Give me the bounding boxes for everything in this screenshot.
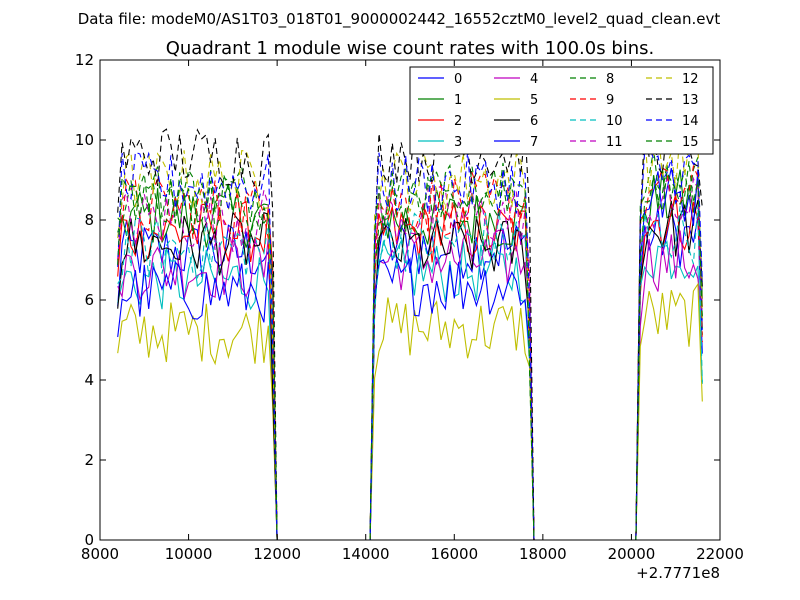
legend-label-14: 14: [682, 114, 699, 129]
y-tick-label: 0: [84, 531, 94, 549]
chart-title: Quadrant 1 module wise count rates with …: [166, 38, 655, 59]
x-tick-label: 16000: [430, 545, 478, 563]
x-tick-label: 20000: [608, 545, 656, 563]
legend-label-13: 13: [682, 93, 699, 108]
legend-label-10: 10: [606, 114, 623, 129]
x-tick-label: 8000: [81, 545, 119, 563]
legend-label-12: 12: [682, 72, 699, 87]
x-tick-label: 10000: [165, 545, 213, 563]
legend-label-11: 11: [606, 135, 623, 150]
series-line-6: [117, 199, 703, 540]
y-tick-label: 8: [84, 211, 94, 229]
legend-label-6: 6: [530, 114, 538, 129]
legend-label-3: 3: [454, 135, 462, 150]
legend-label-15: 15: [682, 135, 699, 150]
x-axis: 8000 10000 12000 14000 16000 18000 20000 22000: [81, 60, 744, 563]
legend-label-7: 7: [530, 135, 538, 150]
series-line-12: [117, 129, 703, 540]
series-line-15: [117, 161, 703, 540]
series-line-2: [117, 193, 703, 540]
series-line-5: [117, 282, 703, 540]
series-line-13: [117, 114, 703, 540]
x-tick-label: 12000: [253, 545, 301, 563]
series-line-14: [117, 146, 703, 540]
y-tick-label: 4: [84, 371, 94, 389]
x-tick-label: 18000: [519, 545, 567, 563]
series-line-0: [117, 206, 703, 540]
y-tick-label: 12: [75, 51, 94, 69]
x-tick-label: 14000: [342, 545, 390, 563]
series-line-10: [117, 204, 703, 540]
legend-label-4: 4: [530, 72, 538, 87]
legend-label-0: 0: [454, 72, 462, 87]
series-line-8: [117, 149, 703, 540]
y-tick-label: 10: [75, 131, 94, 149]
series-lines: [117, 114, 703, 540]
series-line-9: [117, 164, 703, 540]
legend-label-8: 8: [606, 72, 614, 87]
x-offset-label: +2.7771e8: [636, 564, 720, 582]
series-line-7: [117, 167, 703, 540]
series-line-11: [117, 176, 703, 540]
legend-label-9: 9: [606, 93, 614, 108]
legend-label-5: 5: [530, 93, 538, 108]
legend-label-2: 2: [454, 114, 462, 129]
series-line-1: [117, 169, 703, 540]
y-tick-label: 6: [84, 291, 94, 309]
data-file-label: Data file: modeM0/AS1T03_018T01_90000024…: [78, 10, 721, 29]
y-tick-label: 2: [84, 451, 94, 469]
x-tick-label: 22000: [696, 545, 744, 563]
legend-box: [409, 66, 714, 155]
legend-label-1: 1: [454, 93, 462, 108]
